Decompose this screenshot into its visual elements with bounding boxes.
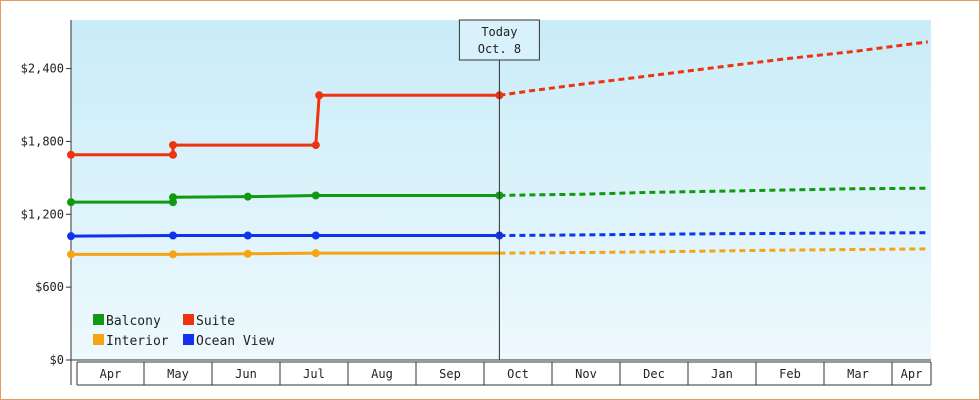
data-point-ocean-view: [169, 231, 177, 240]
today-box: [458, 19, 540, 61]
legend-swatch-suite: [183, 314, 194, 325]
forecast-line-balcony: [499, 186, 928, 197]
forecast-line-interior: [499, 247, 928, 255]
data-point-interior: [243, 249, 252, 258]
y-tick-label: $2,400: [21, 62, 64, 76]
x-tick-label: Apr: [901, 367, 923, 381]
data-point-suite: [169, 150, 177, 159]
x-tick-label: May: [167, 367, 189, 381]
data-point-interior: [311, 249, 320, 258]
legend-label-suite: Suite: [196, 314, 235, 329]
forecast-line-ocean-view: [499, 231, 928, 238]
data-point-balcony: [243, 192, 252, 201]
y-tick-label: $1,800: [21, 134, 64, 148]
x-tick-label: Jul: [303, 367, 325, 381]
x-tick-label: Mar: [847, 367, 869, 381]
data-point-ocean-view: [311, 231, 320, 240]
x-tick-label: Apr: [100, 367, 122, 381]
plot-area: [71, 20, 931, 360]
series-line-interior: [71, 251, 500, 256]
legend-swatch-ocean-view: [183, 334, 194, 345]
series-line-ocean-view: [70, 234, 500, 238]
axes-layer: $0 $600 $1,200 $1,800 $2,400 Apr May Jun Jul Aug S…: [21, 20, 932, 386]
data-point-suite: [67, 150, 75, 159]
data-point-interior: [169, 250, 177, 259]
x-tick-label: Aug: [371, 367, 393, 381]
data-point-ocean-view: [243, 231, 252, 240]
data-point-ocean-view: [67, 232, 75, 241]
legend-swatch-interior: [93, 334, 104, 345]
legend-label-ocean-view: Ocean View: [196, 334, 274, 349]
y-tick-label: $0: [50, 353, 64, 367]
legend-swatch-balcony: [93, 314, 104, 325]
legend-label-interior: Interior: [106, 334, 169, 349]
y-tick-label: $600: [35, 280, 64, 294]
data-point-balcony: [311, 191, 320, 200]
legend-label-balcony: Balcony: [106, 314, 161, 329]
forecast-line-suite: [499, 40, 928, 97]
y-tick-label: $1,200: [21, 207, 64, 221]
data-point-suite: [315, 91, 324, 100]
x-tick-label: Oct: [507, 367, 529, 381]
today-date-label: Oct. 8: [478, 42, 521, 56]
data-point-balcony: [67, 198, 75, 207]
x-tick-label: Nov: [575, 367, 597, 381]
x-tick-label: Feb: [779, 367, 801, 381]
data-point-balcony: [169, 193, 177, 202]
x-tick-label: Sep: [439, 367, 461, 381]
legend: Balcony Suite Interior Ocean View: [93, 314, 274, 349]
series-layer: [67, 40, 928, 259]
today-marker: Today Oct. 8: [458, 19, 540, 360]
data-point-suite: [311, 141, 320, 150]
x-tick-label: Jun: [235, 367, 257, 381]
data-point-interior: [67, 250, 75, 259]
series-line-balcony: [71, 193, 500, 204]
today-label: Today: [481, 25, 517, 39]
series-line-suite: [71, 93, 500, 157]
x-tick-label: Dec: [643, 367, 665, 381]
x-tick-label: Jan: [711, 367, 733, 381]
data-point-suite: [169, 141, 177, 150]
